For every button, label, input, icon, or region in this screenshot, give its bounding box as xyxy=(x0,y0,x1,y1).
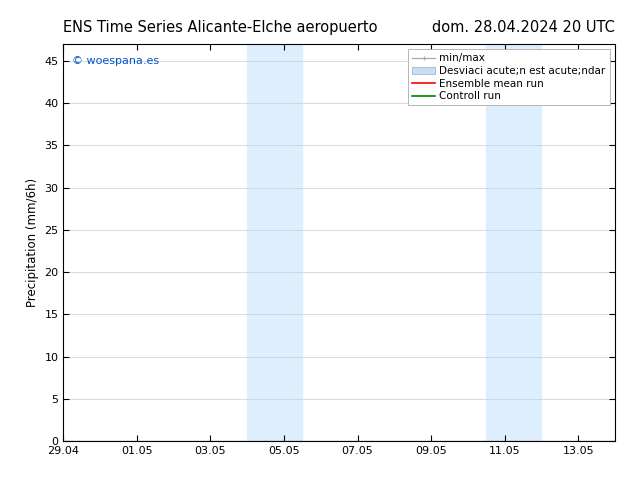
Bar xyxy=(486,44,541,441)
Text: dom. 28.04.2024 20 UTC: dom. 28.04.2024 20 UTC xyxy=(432,20,615,35)
Y-axis label: Precipitation (mm/6h): Precipitation (mm/6h) xyxy=(26,178,39,307)
Bar xyxy=(247,44,302,441)
Legend: min/max, Desviaci acute;n est acute;ndar, Ensemble mean run, Controll run: min/max, Desviaci acute;n est acute;ndar… xyxy=(408,49,610,105)
Text: ENS Time Series Alicante-Elche aeropuerto: ENS Time Series Alicante-Elche aeropuert… xyxy=(63,20,378,35)
Text: © woespana.es: © woespana.es xyxy=(72,56,158,66)
